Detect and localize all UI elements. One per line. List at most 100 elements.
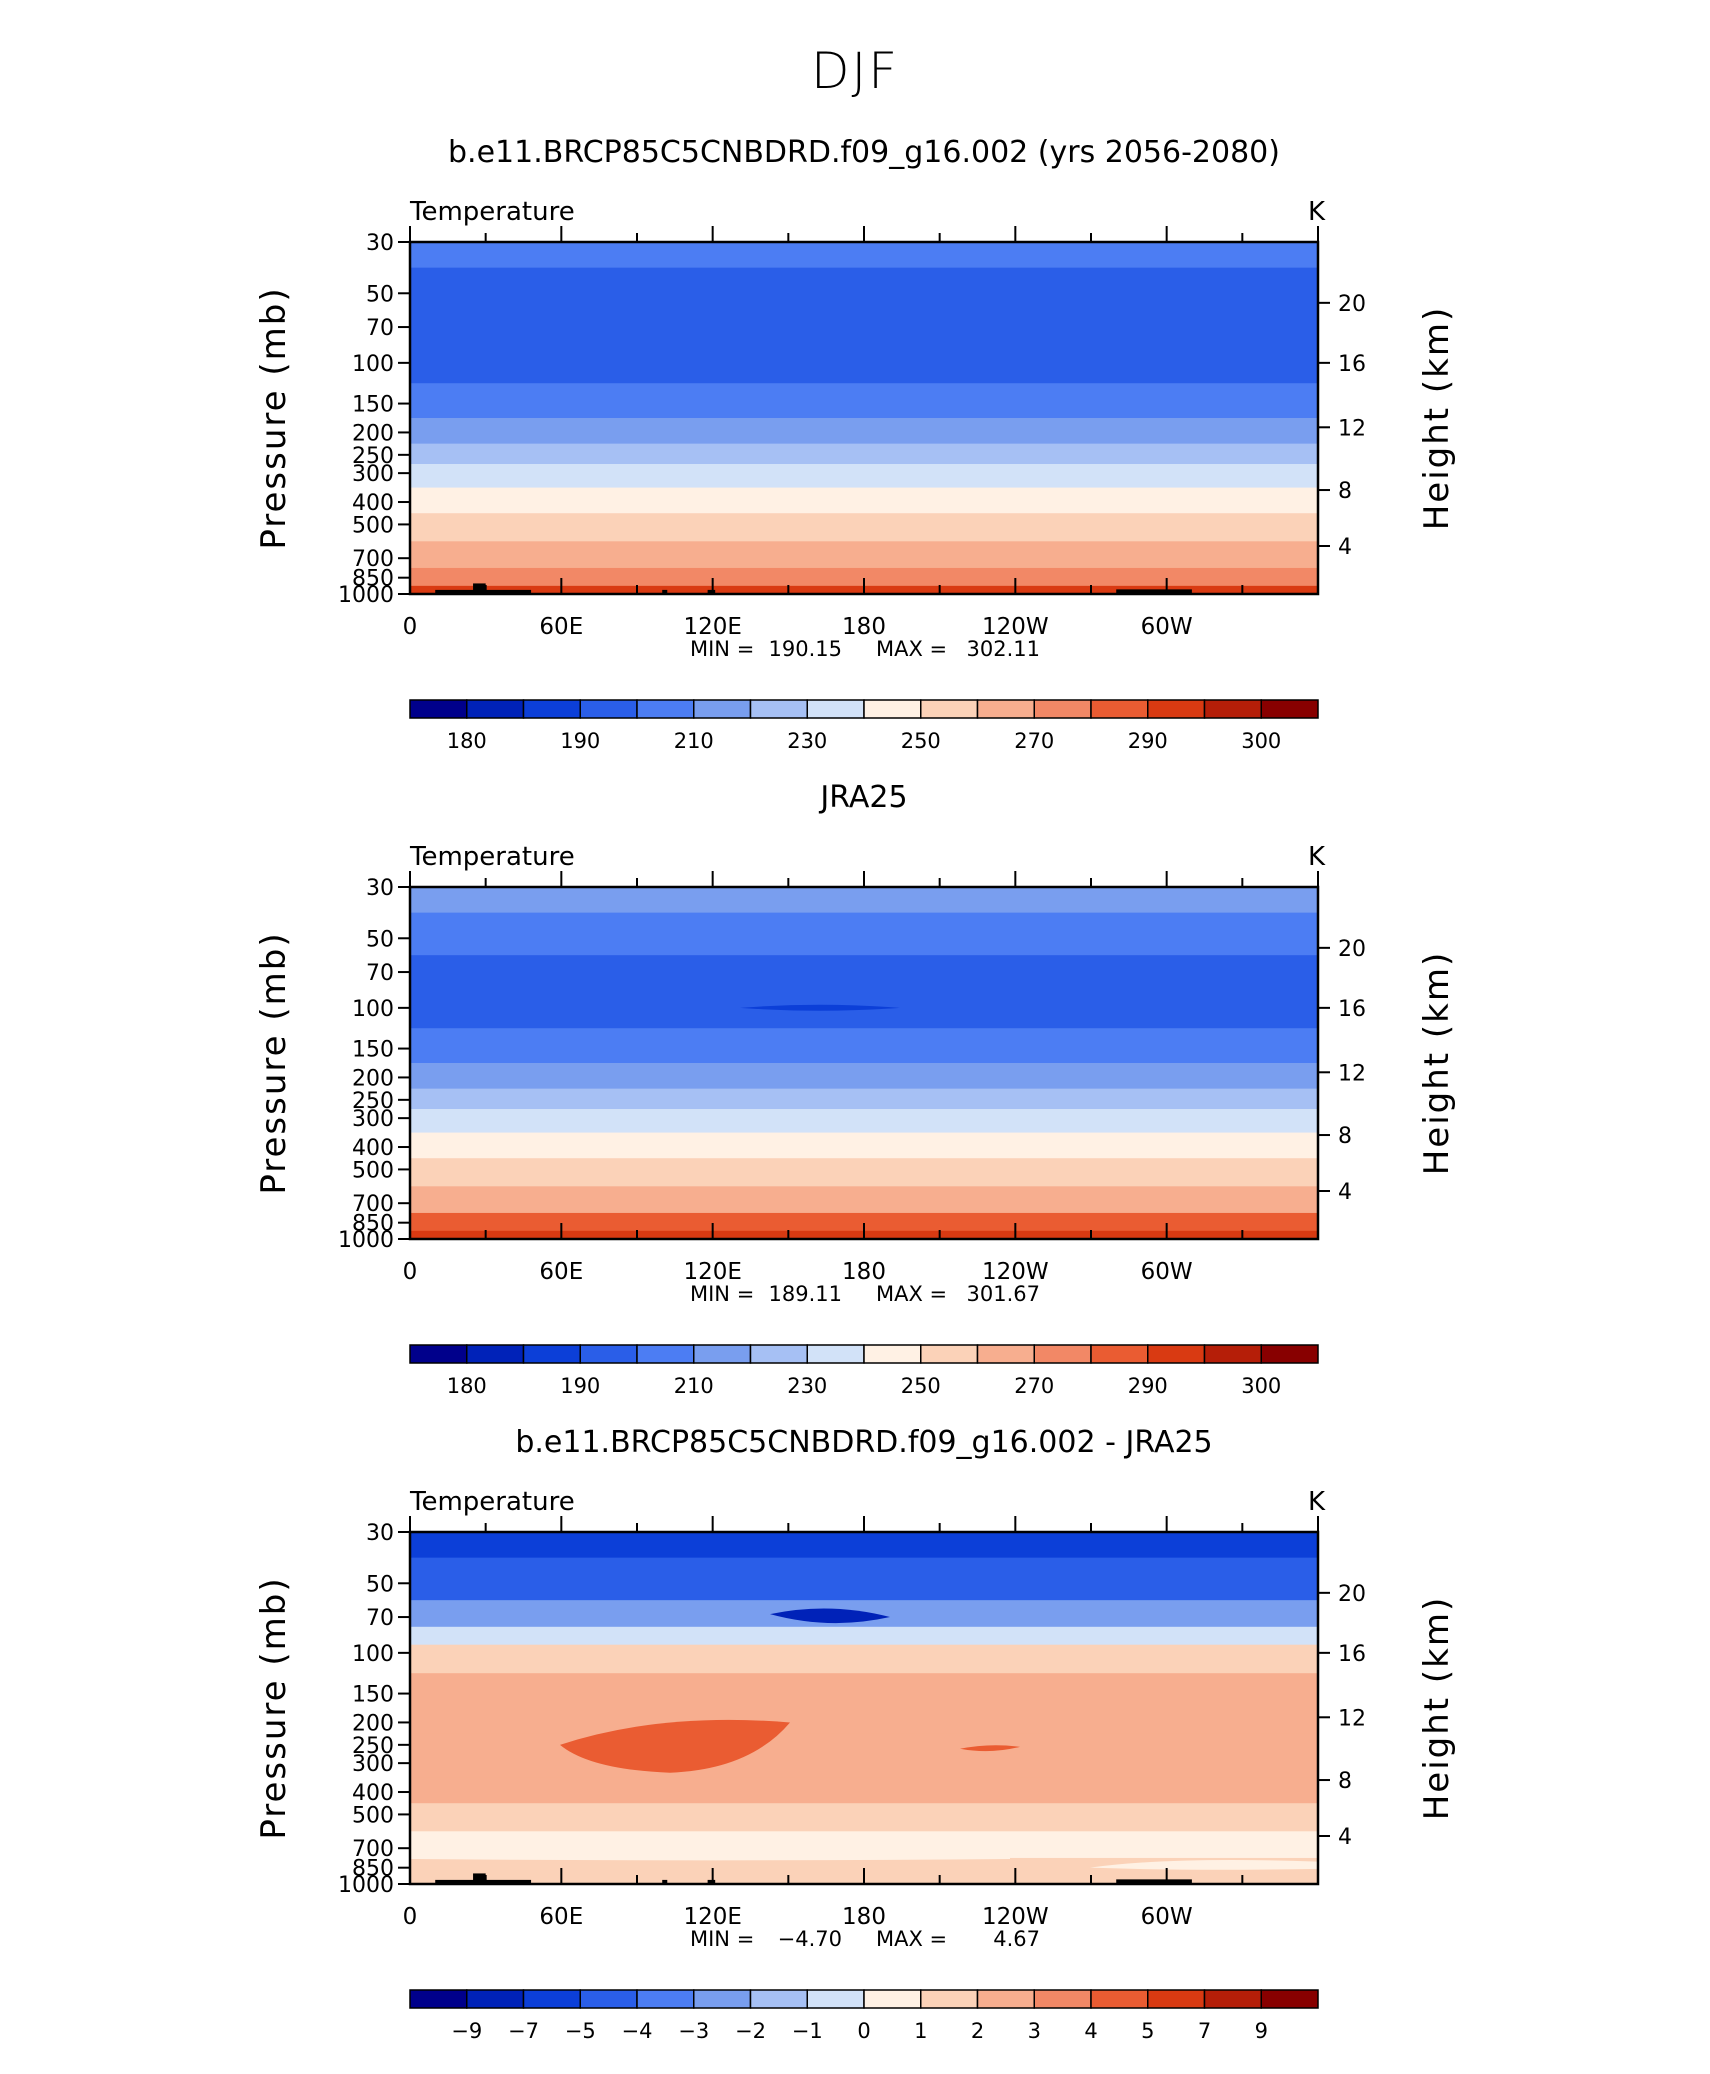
contour-band xyxy=(410,1063,1318,1090)
y-tick-label: 250 xyxy=(352,444,394,469)
x-tick-label: 120E xyxy=(683,1259,741,1285)
colorbar-cell xyxy=(1147,699,1206,719)
contour-band xyxy=(410,1557,1318,1601)
contour-band xyxy=(410,383,1318,419)
colorbar-cell xyxy=(1203,1989,1262,2009)
y2-tick-label: 20 xyxy=(1338,937,1366,962)
colorbar-cell xyxy=(863,1989,922,2009)
colorbar-cell xyxy=(693,1989,752,2009)
colorbar-cell xyxy=(1033,1989,1092,2009)
contour-region xyxy=(770,1608,890,1624)
colorbar-cell xyxy=(1260,699,1319,719)
colorbar-cell xyxy=(1260,1989,1319,2009)
y-tick-label: 700 xyxy=(352,547,394,572)
colorbar-label: 1 xyxy=(914,2019,927,2043)
contour-band xyxy=(410,344,1318,384)
colorbar-cell xyxy=(466,699,525,719)
y-tick-label: 100 xyxy=(352,997,394,1022)
units-label: K xyxy=(1308,1487,1326,1517)
contour-band xyxy=(410,487,1318,514)
x-tick-label: 0 xyxy=(403,1259,418,1285)
colorbar-label: 2 xyxy=(971,2019,984,2043)
colorbar-cell xyxy=(522,1344,581,1364)
x-tick-label: 180 xyxy=(842,1904,886,1930)
min-label: MIN = xyxy=(690,637,754,661)
y-tick-label: 30 xyxy=(366,1521,394,1546)
colorbar-label: 290 xyxy=(1128,1374,1168,1398)
y-tick-label: 70 xyxy=(366,316,394,341)
colorbar-cell xyxy=(806,1344,865,1364)
colorbar-label: 300 xyxy=(1241,1374,1281,1398)
topography xyxy=(1116,1879,1192,1884)
max-label: MAX = xyxy=(876,1927,947,1951)
colorbar-cell xyxy=(693,1344,752,1364)
x-tick-label: 60W xyxy=(1141,614,1193,640)
topography xyxy=(662,589,668,594)
panel-title: b.e11.BRCP85C5CNBDRD.f09_g16.002 (yrs 20… xyxy=(448,135,1280,170)
colorbar-cell xyxy=(749,699,808,719)
colorbar-cell xyxy=(806,1989,865,2009)
y2-tick-label: 12 xyxy=(1338,416,1366,441)
contour-region xyxy=(960,1745,1020,1752)
contour-band xyxy=(410,887,1318,914)
y-tick-label: 150 xyxy=(352,1038,394,1063)
colorbar-cell xyxy=(749,1344,808,1364)
colorbar-cell xyxy=(920,699,979,719)
contour-band xyxy=(410,418,1318,445)
topography xyxy=(1116,589,1192,594)
colorbar-cell xyxy=(579,1989,638,2009)
contour-band xyxy=(410,513,1318,542)
colorbar-cell xyxy=(1090,1989,1149,2009)
colorbar-cell xyxy=(976,699,1035,719)
y2-tick-label: 20 xyxy=(1338,1582,1366,1607)
colorbar-label: 210 xyxy=(674,1374,714,1398)
contour-band xyxy=(410,567,1318,587)
colorbar-cell xyxy=(1033,699,1092,719)
colorbar-cell xyxy=(1203,1344,1262,1364)
colorbar-label: 190 xyxy=(560,1374,600,1398)
contour-band xyxy=(410,1753,1318,1779)
y2-axis-label: Height (km) xyxy=(1417,1596,1457,1821)
topography xyxy=(473,583,486,594)
colorbar-cell xyxy=(1090,1344,1149,1364)
y-axis-label: Pressure (mb) xyxy=(254,931,294,1194)
min-label: MIN = xyxy=(690,1927,754,1951)
y-tick-label: 700 xyxy=(352,1192,394,1217)
contour-band xyxy=(410,1803,1318,1832)
y-tick-label: 70 xyxy=(366,961,394,986)
colorbar-label: −4 xyxy=(622,2019,653,2043)
y-axis-label: Pressure (mb) xyxy=(254,1576,294,1839)
panel-2: JRA25 Temperature K 0 60E 120E 180 120W 60W 30 50 7… xyxy=(254,780,1457,1398)
min-value: −4.70 xyxy=(778,1927,842,1951)
contour-band xyxy=(410,443,1318,465)
colorbar-cell xyxy=(636,1344,695,1364)
y-tick-label: 250 xyxy=(352,1089,394,1114)
colorbar-cell xyxy=(920,1989,979,2009)
colorbar-cell xyxy=(863,699,922,719)
colorbar-cell xyxy=(1203,699,1262,719)
max-label: MAX = xyxy=(876,637,947,661)
min-value: 190.15 xyxy=(769,637,842,661)
max-value: 302.11 xyxy=(967,637,1040,661)
y2-tick-label: 4 xyxy=(1338,535,1352,560)
colorbar-label: 230 xyxy=(787,729,827,753)
max-label: MAX = xyxy=(876,1282,947,1306)
colorbar-cell xyxy=(1090,699,1149,719)
units-label: K xyxy=(1308,842,1326,872)
x-tick-label: 120E xyxy=(683,1904,741,1930)
colorbar-cell xyxy=(466,1989,525,2009)
y-tick-label: 50 xyxy=(366,282,394,307)
colorbar-cell xyxy=(920,1344,979,1364)
panel-1: b.e11.BRCP85C5CNBDRD.f09_g16.002 (yrs 20… xyxy=(254,135,1457,753)
x-tick-label: 60W xyxy=(1141,1259,1193,1285)
colorbar-label: 250 xyxy=(901,729,941,753)
contour-band xyxy=(410,955,1318,991)
y-tick-label: 700 xyxy=(352,1837,394,1862)
variable-label: Temperature xyxy=(409,842,575,872)
y2-tick-label: 16 xyxy=(1338,997,1366,1022)
y-tick-label: 1000 xyxy=(338,1873,394,1898)
y-tick-label: 100 xyxy=(352,1642,394,1667)
x-tick-label: 120W xyxy=(982,614,1049,640)
y-tick-label: 150 xyxy=(352,1683,394,1708)
main-title: DJF xyxy=(810,42,899,100)
